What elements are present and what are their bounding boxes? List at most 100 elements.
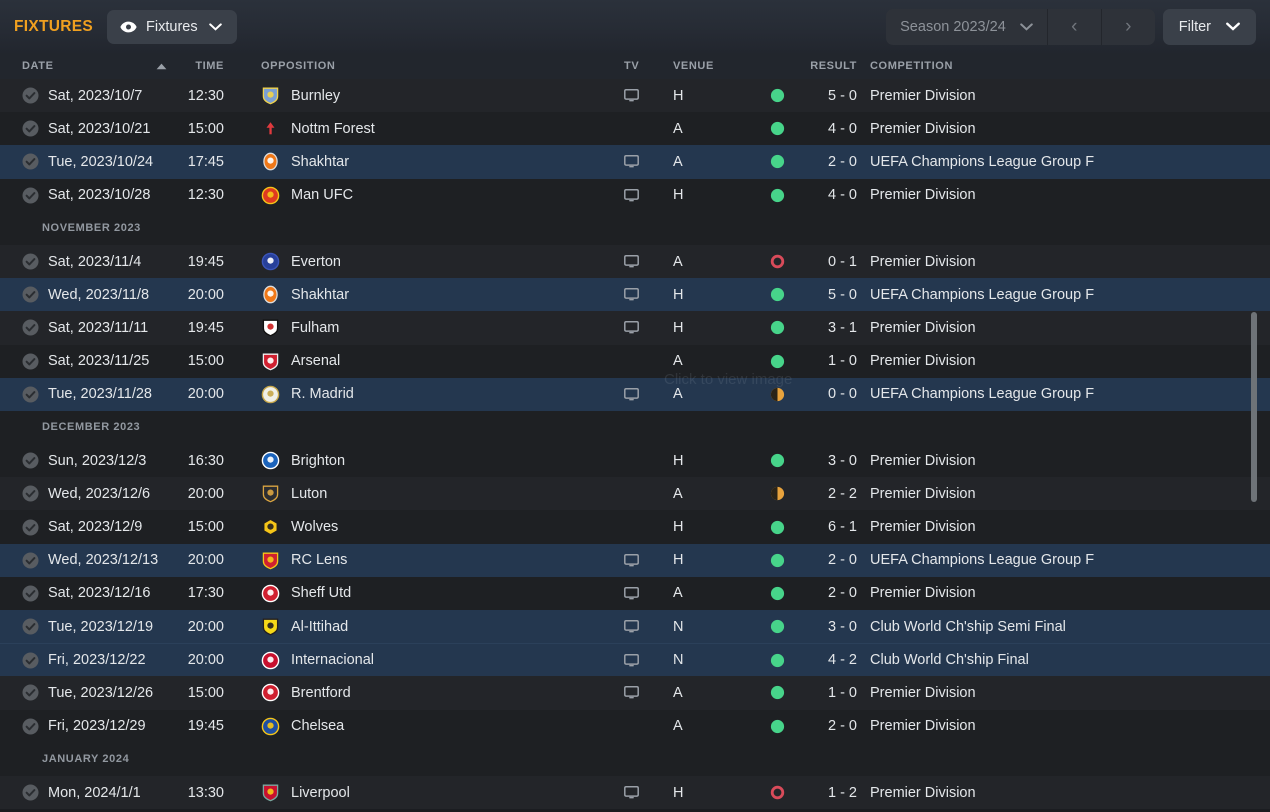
venue-value: H bbox=[673, 784, 684, 801]
result-draw-indicator-icon bbox=[770, 387, 785, 402]
score-value: 4 - 2 bbox=[827, 652, 857, 669]
result-cell: 4 - 2 bbox=[734, 652, 857, 668]
score-value: 3 - 0 bbox=[827, 618, 857, 635]
column-header-time[interactable]: TIME bbox=[195, 60, 224, 72]
fixture-row[interactable]: Tue, 2023/10/24 17:45 Shakhtar A 2 - 0 U… bbox=[0, 145, 1270, 179]
luton-badge bbox=[261, 484, 280, 503]
nottm-forest-badge bbox=[261, 119, 280, 138]
fixture-row[interactable]: Tue, 2023/11/28 20:00 R. Madrid A 0 - 0 … bbox=[0, 377, 1270, 411]
tv-icon bbox=[624, 387, 639, 401]
page-title: FIXTURES bbox=[14, 17, 94, 35]
score-value: 0 - 1 bbox=[827, 253, 857, 270]
season-select[interactable]: Season 2023/24 bbox=[886, 9, 1047, 45]
score-value: 6 - 1 bbox=[827, 519, 857, 536]
sort-ascending-icon[interactable] bbox=[148, 63, 174, 70]
tv-cell bbox=[624, 89, 664, 102]
column-header-tv[interactable]: TV bbox=[624, 60, 640, 72]
fixture-time: 19:45 bbox=[187, 253, 224, 270]
month-separator: JANUARY 2024 bbox=[0, 742, 1270, 776]
tv-cell bbox=[624, 288, 664, 301]
fixture-row[interactable]: Wed, 2023/11/8 20:00 Shakhtar H 5 - 0 UE… bbox=[0, 278, 1270, 312]
column-header-competition[interactable]: COMPETITION bbox=[870, 60, 953, 72]
result-cell: 2 - 0 bbox=[734, 585, 857, 601]
opposition-name: Chelsea bbox=[291, 718, 345, 735]
venue-value: A bbox=[673, 120, 683, 137]
fixture-row[interactable]: Sun, 2023/12/3 16:30 Brighton H 3 - 0 Pr… bbox=[0, 444, 1270, 478]
venue-cell: H bbox=[664, 187, 734, 203]
result-loss-indicator-icon bbox=[770, 785, 785, 800]
opposition-name: Fulham bbox=[291, 319, 340, 336]
everton-badge bbox=[261, 252, 280, 271]
filter-button[interactable]: Filter bbox=[1162, 8, 1256, 45]
fixture-time: 20:00 bbox=[187, 485, 224, 502]
venue-value: N bbox=[673, 652, 684, 669]
venue-value: A bbox=[673, 585, 683, 602]
tv-icon bbox=[624, 586, 639, 600]
fixture-row[interactable]: Sat, 2023/11/11 19:45 Fulham H 3 - 1 Pre… bbox=[0, 311, 1270, 345]
next-season-button[interactable]: › bbox=[1125, 15, 1132, 37]
tv-icon bbox=[624, 155, 639, 168]
match-played-check-icon bbox=[22, 684, 39, 701]
tv-icon bbox=[624, 786, 639, 799]
opposition-name: Wolves bbox=[291, 519, 339, 536]
opposition-name: Nottm Forest bbox=[291, 120, 375, 137]
fixture-row[interactable]: Fri, 2023/12/22 20:00 Internacional N 4 … bbox=[0, 643, 1270, 677]
match-played-check-icon bbox=[22, 386, 39, 403]
competition-name: UEFA Champions League Group F bbox=[870, 286, 1095, 303]
fixture-row[interactable]: Sat, 2023/10/21 15:00 Nottm Forest A 4 -… bbox=[0, 112, 1270, 146]
opposition-name: Luton bbox=[291, 485, 328, 502]
previous-season-button[interactable]: ‹ bbox=[1071, 15, 1078, 37]
column-header-venue[interactable]: VENUE bbox=[673, 60, 714, 72]
opposition-name: Internacional bbox=[291, 652, 375, 669]
venue-cell: A bbox=[664, 486, 734, 502]
fixture-row[interactable]: Sat, 2023/12/9 15:00 Wolves H 6 - 1 Prem… bbox=[0, 510, 1270, 544]
competition-name: Club World Ch'ship Semi Final bbox=[870, 618, 1066, 635]
venue-cell: H bbox=[664, 453, 734, 469]
fixture-row[interactable]: Tue, 2023/12/19 20:00 Al-Ittihad N 3 - 0… bbox=[0, 610, 1270, 644]
fixture-time: 15:00 bbox=[187, 519, 224, 536]
fixture-row[interactable]: Tue, 2023/12/26 15:00 Brentford A 1 - 0 … bbox=[0, 676, 1270, 710]
venue-cell: H bbox=[664, 320, 734, 336]
result-cell: 3 - 1 bbox=[734, 320, 857, 336]
real-madrid-badge bbox=[261, 385, 280, 404]
fixture-date: Tue, 2023/11/28 bbox=[48, 386, 152, 403]
column-header-result[interactable]: RESULT bbox=[810, 60, 857, 72]
result-cell: 5 - 0 bbox=[734, 287, 857, 303]
fixtures-table-body[interactable]: Sat, 2023/10/7 12:30 Burnley H 5 - 0 Pre… bbox=[0, 79, 1270, 812]
opposition-name: Everton bbox=[291, 253, 341, 270]
result-win-indicator-icon bbox=[770, 719, 785, 734]
fixture-row[interactable]: Wed, 2023/12/6 20:00 Luton A 2 - 2 Premi… bbox=[0, 477, 1270, 511]
fixture-row[interactable]: Wed, 2023/12/13 20:00 RC Lens H 2 - 0 UE… bbox=[0, 543, 1270, 577]
competition-name: Premier Division bbox=[870, 684, 976, 701]
fixture-row[interactable]: Sat, 2023/11/25 15:00 Arsenal A 1 - 0 Pr… bbox=[0, 344, 1270, 378]
fixture-row[interactable]: Mon, 2024/1/1 13:30 Liverpool H 1 - 2 Pr… bbox=[0, 775, 1270, 810]
toolbar-right-controls: Season 2023/24 ‹ › Filter bbox=[886, 8, 1256, 45]
match-played-check-icon bbox=[22, 618, 39, 635]
opposition-name: Man UFC bbox=[291, 187, 354, 204]
fixture-date: Fri, 2023/12/29 bbox=[48, 718, 146, 735]
tv-cell bbox=[624, 653, 664, 667]
column-header-opposition[interactable]: OPPOSITION bbox=[261, 60, 336, 72]
fixture-row[interactable]: Sat, 2023/11/4 19:45 Everton A 0 - 1 Pre… bbox=[0, 244, 1270, 279]
score-value: 2 - 0 bbox=[827, 585, 857, 602]
fixture-row[interactable]: Fri, 2023/12/29 19:45 Chelsea A 2 - 0 Pr… bbox=[0, 709, 1270, 743]
result-win-indicator-icon bbox=[770, 154, 785, 169]
chevron-down-icon bbox=[1019, 22, 1033, 31]
man-ufc-badge bbox=[261, 186, 280, 205]
opposition-name: Brighton bbox=[291, 452, 346, 469]
result-win-indicator-icon bbox=[770, 354, 785, 369]
venue-cell: H bbox=[664, 785, 734, 801]
fixture-row[interactable]: Sat, 2023/12/16 17:30 Sheff Utd A 2 - 0 … bbox=[0, 576, 1270, 610]
vertical-scrollbar[interactable] bbox=[1249, 79, 1260, 812]
fixtures-section-selector[interactable]: Fixtures bbox=[107, 9, 237, 44]
competition-name: UEFA Champions League Group F bbox=[870, 386, 1095, 403]
competition-name: Premier Division bbox=[870, 120, 976, 137]
venue-cell: A bbox=[664, 386, 734, 402]
fixture-row[interactable]: Sat, 2023/10/28 12:30 Man UFC H 4 - 0 Pr… bbox=[0, 178, 1270, 212]
column-header-date[interactable]: DATE bbox=[22, 60, 54, 72]
scrollbar-thumb[interactable] bbox=[1251, 312, 1257, 502]
tv-icon bbox=[624, 686, 639, 699]
fixture-row[interactable]: Sat, 2023/10/7 12:30 Burnley H 5 - 0 Pre… bbox=[0, 79, 1270, 113]
fixture-date: Sat, 2023/11/25 bbox=[48, 353, 150, 370]
opposition-name: RC Lens bbox=[291, 552, 348, 569]
